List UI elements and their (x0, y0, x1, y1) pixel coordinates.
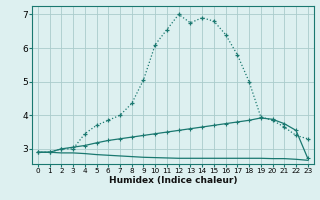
X-axis label: Humidex (Indice chaleur): Humidex (Indice chaleur) (108, 176, 237, 185)
